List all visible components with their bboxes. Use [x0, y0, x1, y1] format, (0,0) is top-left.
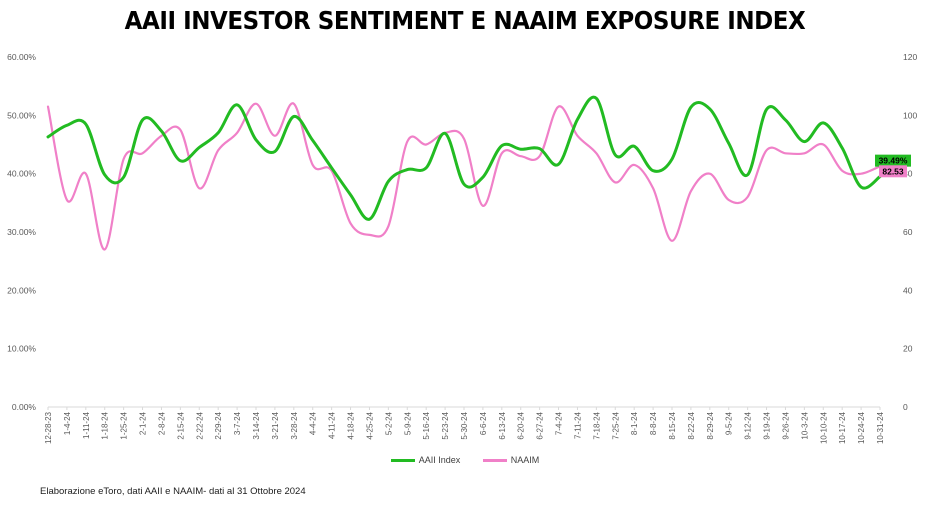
- y-left-tick-label: 60.00%: [7, 52, 36, 62]
- y-right-tick-label: 0: [903, 402, 908, 412]
- x-tick-label: 5-9-24: [403, 411, 412, 435]
- chart-title: AAII INVESTOR SENTIMENT E NAAIM EXPOSURE…: [124, 6, 806, 35]
- y-right-tick-label: 100: [903, 110, 917, 120]
- x-tick-label: 5-30-24: [460, 411, 469, 439]
- x-tick-label: 12-28-23: [44, 411, 53, 444]
- y-right-tick-label: 40: [903, 285, 913, 295]
- chart-legend: AAII Index NAAIM: [0, 455, 930, 465]
- x-tick-label: 2-29-24: [214, 411, 223, 439]
- x-tick-label: 8-15-24: [668, 411, 677, 439]
- x-tick-label: 8-8-24: [649, 411, 658, 435]
- series-line-aaii-index: [46, 95, 882, 221]
- legend-item-naaim[interactable]: NAAIM: [482, 455, 540, 465]
- legend-label-aaii: AAII Index: [418, 455, 461, 465]
- x-tick-label: 5-2-24: [384, 411, 393, 435]
- legend-item-aaii[interactable]: AAII Index: [390, 455, 461, 465]
- x-tick-label: 10-17-24: [838, 411, 847, 444]
- x-tick-label: 6-6-24: [479, 411, 488, 435]
- y-right-tick-label: 80: [903, 169, 913, 179]
- end-labels: 39.49%82.53: [875, 154, 911, 178]
- data-label-naaim-bg: [879, 165, 907, 178]
- x-tick-label: 8-22-24: [687, 411, 696, 439]
- x-tick-label: 6-13-24: [498, 411, 507, 439]
- legend-label-naaim: NAAIM: [510, 455, 540, 465]
- data-label-aaii: 39.49%: [879, 156, 908, 166]
- x-tick-label: 1-11-24: [82, 411, 91, 439]
- y-left-tick-label: 50.00%: [7, 110, 36, 120]
- x-tick-label: 1-4-24: [63, 411, 72, 435]
- axes: 0.00% 10.00% 20.00% 30.00% 40.00% 50.00% 60.00…: [7, 52, 917, 444]
- x-tick-label: 9-5-24: [725, 411, 734, 435]
- x-tick-label: 6-27-24: [536, 411, 545, 439]
- x-tick-label: 2-1-24: [139, 411, 148, 435]
- x-tick-label: 7-18-24: [592, 411, 601, 439]
- legend-swatch-aaii: [390, 459, 415, 463]
- x-tick-label: 4-25-24: [365, 411, 374, 439]
- x-tick-label: 8-1-24: [630, 411, 639, 435]
- data-label-naaim: 82.53: [882, 166, 904, 176]
- data-label-aaii-bg: [875, 154, 911, 167]
- x-tick-label: 3-28-24: [290, 411, 299, 439]
- x-tick-label: 2-15-24: [176, 411, 185, 439]
- x-tick-label: 7-11-24: [573, 411, 582, 439]
- x-tick-label: 9-12-24: [744, 411, 753, 439]
- x-tick-label: 4-11-24: [328, 411, 337, 439]
- x-tick-label: 8-29-24: [706, 411, 715, 439]
- x-tick-label: 1-18-24: [101, 411, 110, 439]
- x-tick-label: 5-16-24: [422, 411, 431, 439]
- x-tick-label: 7-4-24: [555, 411, 564, 435]
- x-tick-label: 10-31-24: [876, 411, 885, 444]
- x-tick-label: 10-3-24: [800, 411, 809, 439]
- x-tick-label: 2-22-24: [195, 411, 204, 439]
- x-tick-label: 3-21-24: [271, 411, 280, 439]
- y-right-tick-label: 120: [903, 52, 917, 62]
- y-left-tick-label: 30.00%: [7, 227, 36, 237]
- y-left-tick-label: 20.00%: [7, 285, 36, 295]
- y-left-tick-label: 0.00%: [12, 402, 37, 412]
- x-tick-label: 4-18-24: [347, 411, 356, 439]
- x-tick-label: 2-8-24: [157, 411, 166, 435]
- series-lines: [46, 95, 882, 251]
- x-tick-label: 4-4-24: [309, 411, 318, 435]
- y-left-tick-label: 10.00%: [7, 344, 36, 354]
- x-tick-label: 10-10-24: [819, 411, 828, 444]
- x-tick-label: 9-19-24: [763, 411, 772, 439]
- x-tick-label: 5-23-24: [441, 411, 450, 439]
- legend-swatch-naaim: [482, 459, 507, 463]
- x-tick-label: 6-20-24: [517, 411, 526, 439]
- x-tick-label: 3-14-24: [252, 411, 261, 439]
- x-tick-label: 7-25-24: [611, 411, 620, 439]
- y-left-tick-label: 40.00%: [7, 169, 36, 179]
- y-right-tick-label: 20: [903, 344, 913, 354]
- x-tick-label: 3-7-24: [233, 411, 242, 435]
- source-footnote: Elaborazione eToro, dati AAII e NAAIM- d…: [40, 486, 306, 497]
- y-right-tick-label: 60: [903, 227, 913, 237]
- x-tick-label: 1-25-24: [120, 411, 129, 439]
- series-line-naaim: [46, 102, 882, 251]
- x-tick-label: 9-26-24: [781, 411, 790, 439]
- x-tick-label: 10-24-24: [857, 411, 866, 444]
